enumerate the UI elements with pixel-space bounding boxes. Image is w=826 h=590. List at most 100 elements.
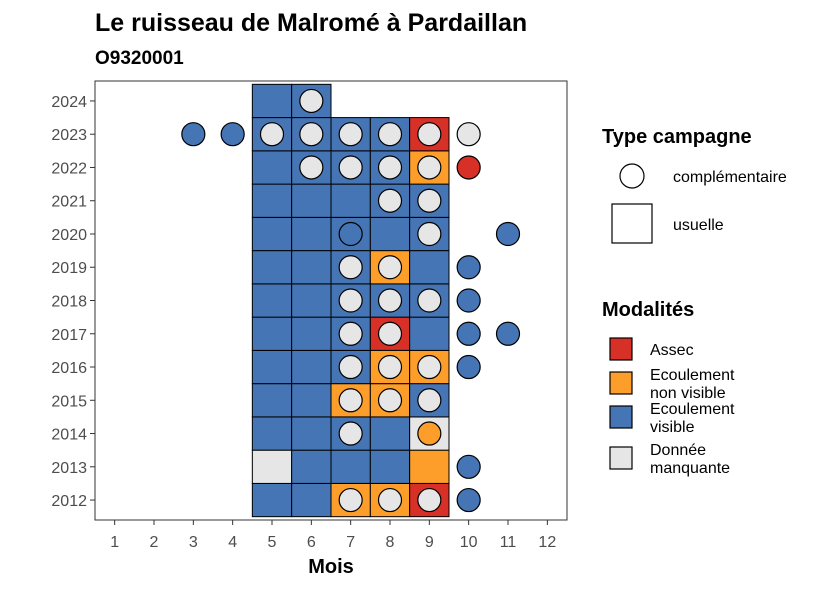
legend-modalite-label: Ecoulement <box>650 367 735 384</box>
legend-modalite-label: Donnée <box>650 442 706 459</box>
y-tick-label: 2023 <box>51 127 87 144</box>
complementaire-point <box>417 388 442 413</box>
usuelle-tile <box>251 216 293 252</box>
y-tick-label: 2014 <box>51 427 87 444</box>
complementaire-point <box>417 421 442 446</box>
complementaire-point <box>338 155 363 180</box>
complementaire-point <box>495 321 521 346</box>
legend-modalite-label: visible <box>650 419 695 436</box>
complementaire-point <box>417 122 442 147</box>
legend-modalite-swatch <box>609 371 633 395</box>
legend-modalite-label: non visible <box>650 385 726 402</box>
legend-type-campagne: Type campagne complémentaire usuelle <box>602 126 787 244</box>
complementaire-point <box>495 221 521 247</box>
complementaire-point <box>338 122 363 147</box>
usuelle-tile <box>251 250 293 285</box>
complementaire-point <box>299 88 324 114</box>
plot-area <box>94 80 568 521</box>
chart-title: Le ruisseau de Malromé à Pardaillan <box>95 9 527 37</box>
legend-complementaire-label: complémentaire <box>673 169 787 186</box>
x-tick-label: 10 <box>460 534 478 551</box>
usuelle-tile <box>251 416 293 451</box>
y-tick-label: 2017 <box>51 327 87 344</box>
usuelle-tile <box>409 449 450 484</box>
legend-modalite-swatch <box>609 405 633 429</box>
complementaire-point <box>456 255 481 280</box>
usuelle-tiles <box>251 83 450 518</box>
complementaire-point <box>417 155 442 180</box>
complementaire-point <box>299 122 324 147</box>
legend-modalite-swatch <box>609 337 633 361</box>
complementaire-point <box>456 354 481 380</box>
usuelle-tile <box>251 449 293 484</box>
usuelle-tile <box>251 349 293 385</box>
complementaire-point <box>456 454 481 479</box>
complementaire-point <box>456 487 481 513</box>
x-tick-label: 11 <box>500 534 517 551</box>
complementaire-point <box>377 321 403 346</box>
y-axis: 2012 2013 2014 2015 2016 2017 2018 2019 2020 2021… <box>51 94 95 510</box>
complementaire-point <box>456 155 481 180</box>
x-tick-label: 5 <box>268 534 277 551</box>
y-tick-label: 2012 <box>51 493 87 510</box>
complementaire-point <box>456 288 481 313</box>
usuelle-tile <box>369 449 411 484</box>
y-tick-label: 2020 <box>51 227 87 244</box>
x-tick-label: 9 <box>425 534 434 551</box>
complementaire-point <box>299 155 324 180</box>
usuelle-tile <box>409 316 450 351</box>
usuelle-tile <box>291 283 332 318</box>
usuelle-tile <box>291 449 332 484</box>
complementaire-point <box>338 421 363 446</box>
usuelle-tile <box>251 83 293 119</box>
complementaire-point <box>377 122 403 147</box>
legend-usuelle-label: usuelle <box>673 217 724 234</box>
y-tick-label: 2018 <box>51 294 87 311</box>
usuelle-tile <box>251 183 293 218</box>
y-tick-label: 2016 <box>51 360 87 377</box>
legend-modalite-label: manquante <box>650 460 730 477</box>
complementaire-points <box>181 88 521 513</box>
legend-modalite-swatch <box>609 446 633 470</box>
legend-modalite-label: Ecoulement <box>650 401 735 418</box>
complementaire-point <box>377 188 403 213</box>
usuelle-tile <box>291 183 332 218</box>
x-axis-title: Mois <box>308 556 354 578</box>
x-tick-label: 12 <box>538 534 556 551</box>
legend-type-title: Type campagne <box>602 126 752 148</box>
complementaire-point <box>259 122 285 147</box>
usuelle-tile <box>409 250 450 285</box>
complementaire-point <box>377 155 403 180</box>
y-tick-label: 2019 <box>51 260 87 277</box>
usuelle-tile <box>291 482 332 518</box>
y-tick-label: 2024 <box>51 94 87 111</box>
complementaire-point <box>417 221 442 247</box>
complementaire-point <box>456 321 481 346</box>
usuelle-tile <box>330 183 371 218</box>
x-tick-label: 4 <box>228 534 237 551</box>
y-tick-label: 2013 <box>51 460 87 477</box>
x-tick-label: 7 <box>346 534 355 551</box>
legend-modalites-title: Modalités <box>602 299 694 321</box>
complementaire-point <box>417 288 442 313</box>
x-tick-label: 2 <box>150 534 159 551</box>
usuelle-tile <box>251 150 293 185</box>
complementaire-point <box>377 388 403 413</box>
usuelle-tile <box>251 482 293 518</box>
usuelle-tile <box>291 216 332 252</box>
y-tick-label: 2015 <box>51 393 87 410</box>
complementaire-point <box>338 221 363 247</box>
usuelle-tile <box>369 416 411 451</box>
usuelle-tile <box>330 449 371 484</box>
complementaire-point <box>181 122 206 147</box>
x-axis: 1 2 3 4 5 6 7 8 9 10 11 12 <box>110 520 556 551</box>
legend-square-symbol <box>611 203 653 244</box>
usuelle-tile <box>291 416 332 451</box>
complementaire-point <box>338 354 363 380</box>
usuelle-tile <box>251 283 293 318</box>
complementaire-point <box>377 487 403 513</box>
complementaire-point <box>338 255 363 280</box>
x-tick-label: 8 <box>386 534 395 551</box>
